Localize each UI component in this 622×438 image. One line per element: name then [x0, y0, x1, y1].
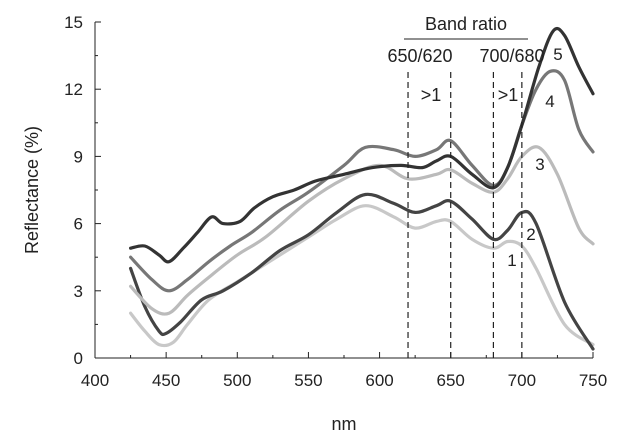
y-tick-label: 12	[64, 80, 83, 99]
series-line-3	[129, 145, 595, 316]
y-axis-title: Reflectance (%)	[22, 126, 42, 254]
y-tick-label: 15	[64, 13, 83, 32]
series-line-1	[129, 204, 595, 348]
ratio-left-label: 650/620	[387, 46, 452, 66]
y-tick-label: 3	[74, 282, 83, 301]
series-label-3: 3	[535, 155, 544, 174]
y-tick-label: 9	[74, 147, 83, 166]
series-label-2: 2	[526, 225, 535, 244]
y-tick-label: 0	[74, 349, 83, 368]
series-line-2	[129, 192, 595, 351]
x-tick-label: 650	[437, 371, 465, 390]
series-lines	[129, 26, 595, 351]
band-ratio-annotations: Band ratio 650/620 700/680 >1 >1	[387, 14, 545, 358]
x-tick-label: 400	[81, 371, 109, 390]
x-axis-title: nm	[331, 414, 356, 434]
right-gt-label: >1	[498, 85, 519, 105]
x-tick-label: 700	[508, 371, 536, 390]
series-label-1: 1	[507, 251, 516, 270]
series-label-4: 4	[545, 92, 554, 111]
x-tick-label: 600	[365, 371, 393, 390]
series-label-5: 5	[553, 45, 562, 64]
band-ratio-title: Band ratio	[425, 14, 507, 34]
x-tick-label: 500	[223, 371, 251, 390]
x-tick-label: 550	[294, 371, 322, 390]
y-tick-label: 6	[74, 215, 83, 234]
x-tick-label: 450	[152, 371, 180, 390]
series-labels: 1 2 3 4 5	[507, 45, 562, 270]
left-gt-label: >1	[421, 85, 442, 105]
series-line-4	[129, 69, 595, 293]
ratio-right-label: 700/680	[479, 46, 544, 66]
series-line-5	[129, 26, 595, 264]
x-tick-label: 750	[579, 371, 607, 390]
